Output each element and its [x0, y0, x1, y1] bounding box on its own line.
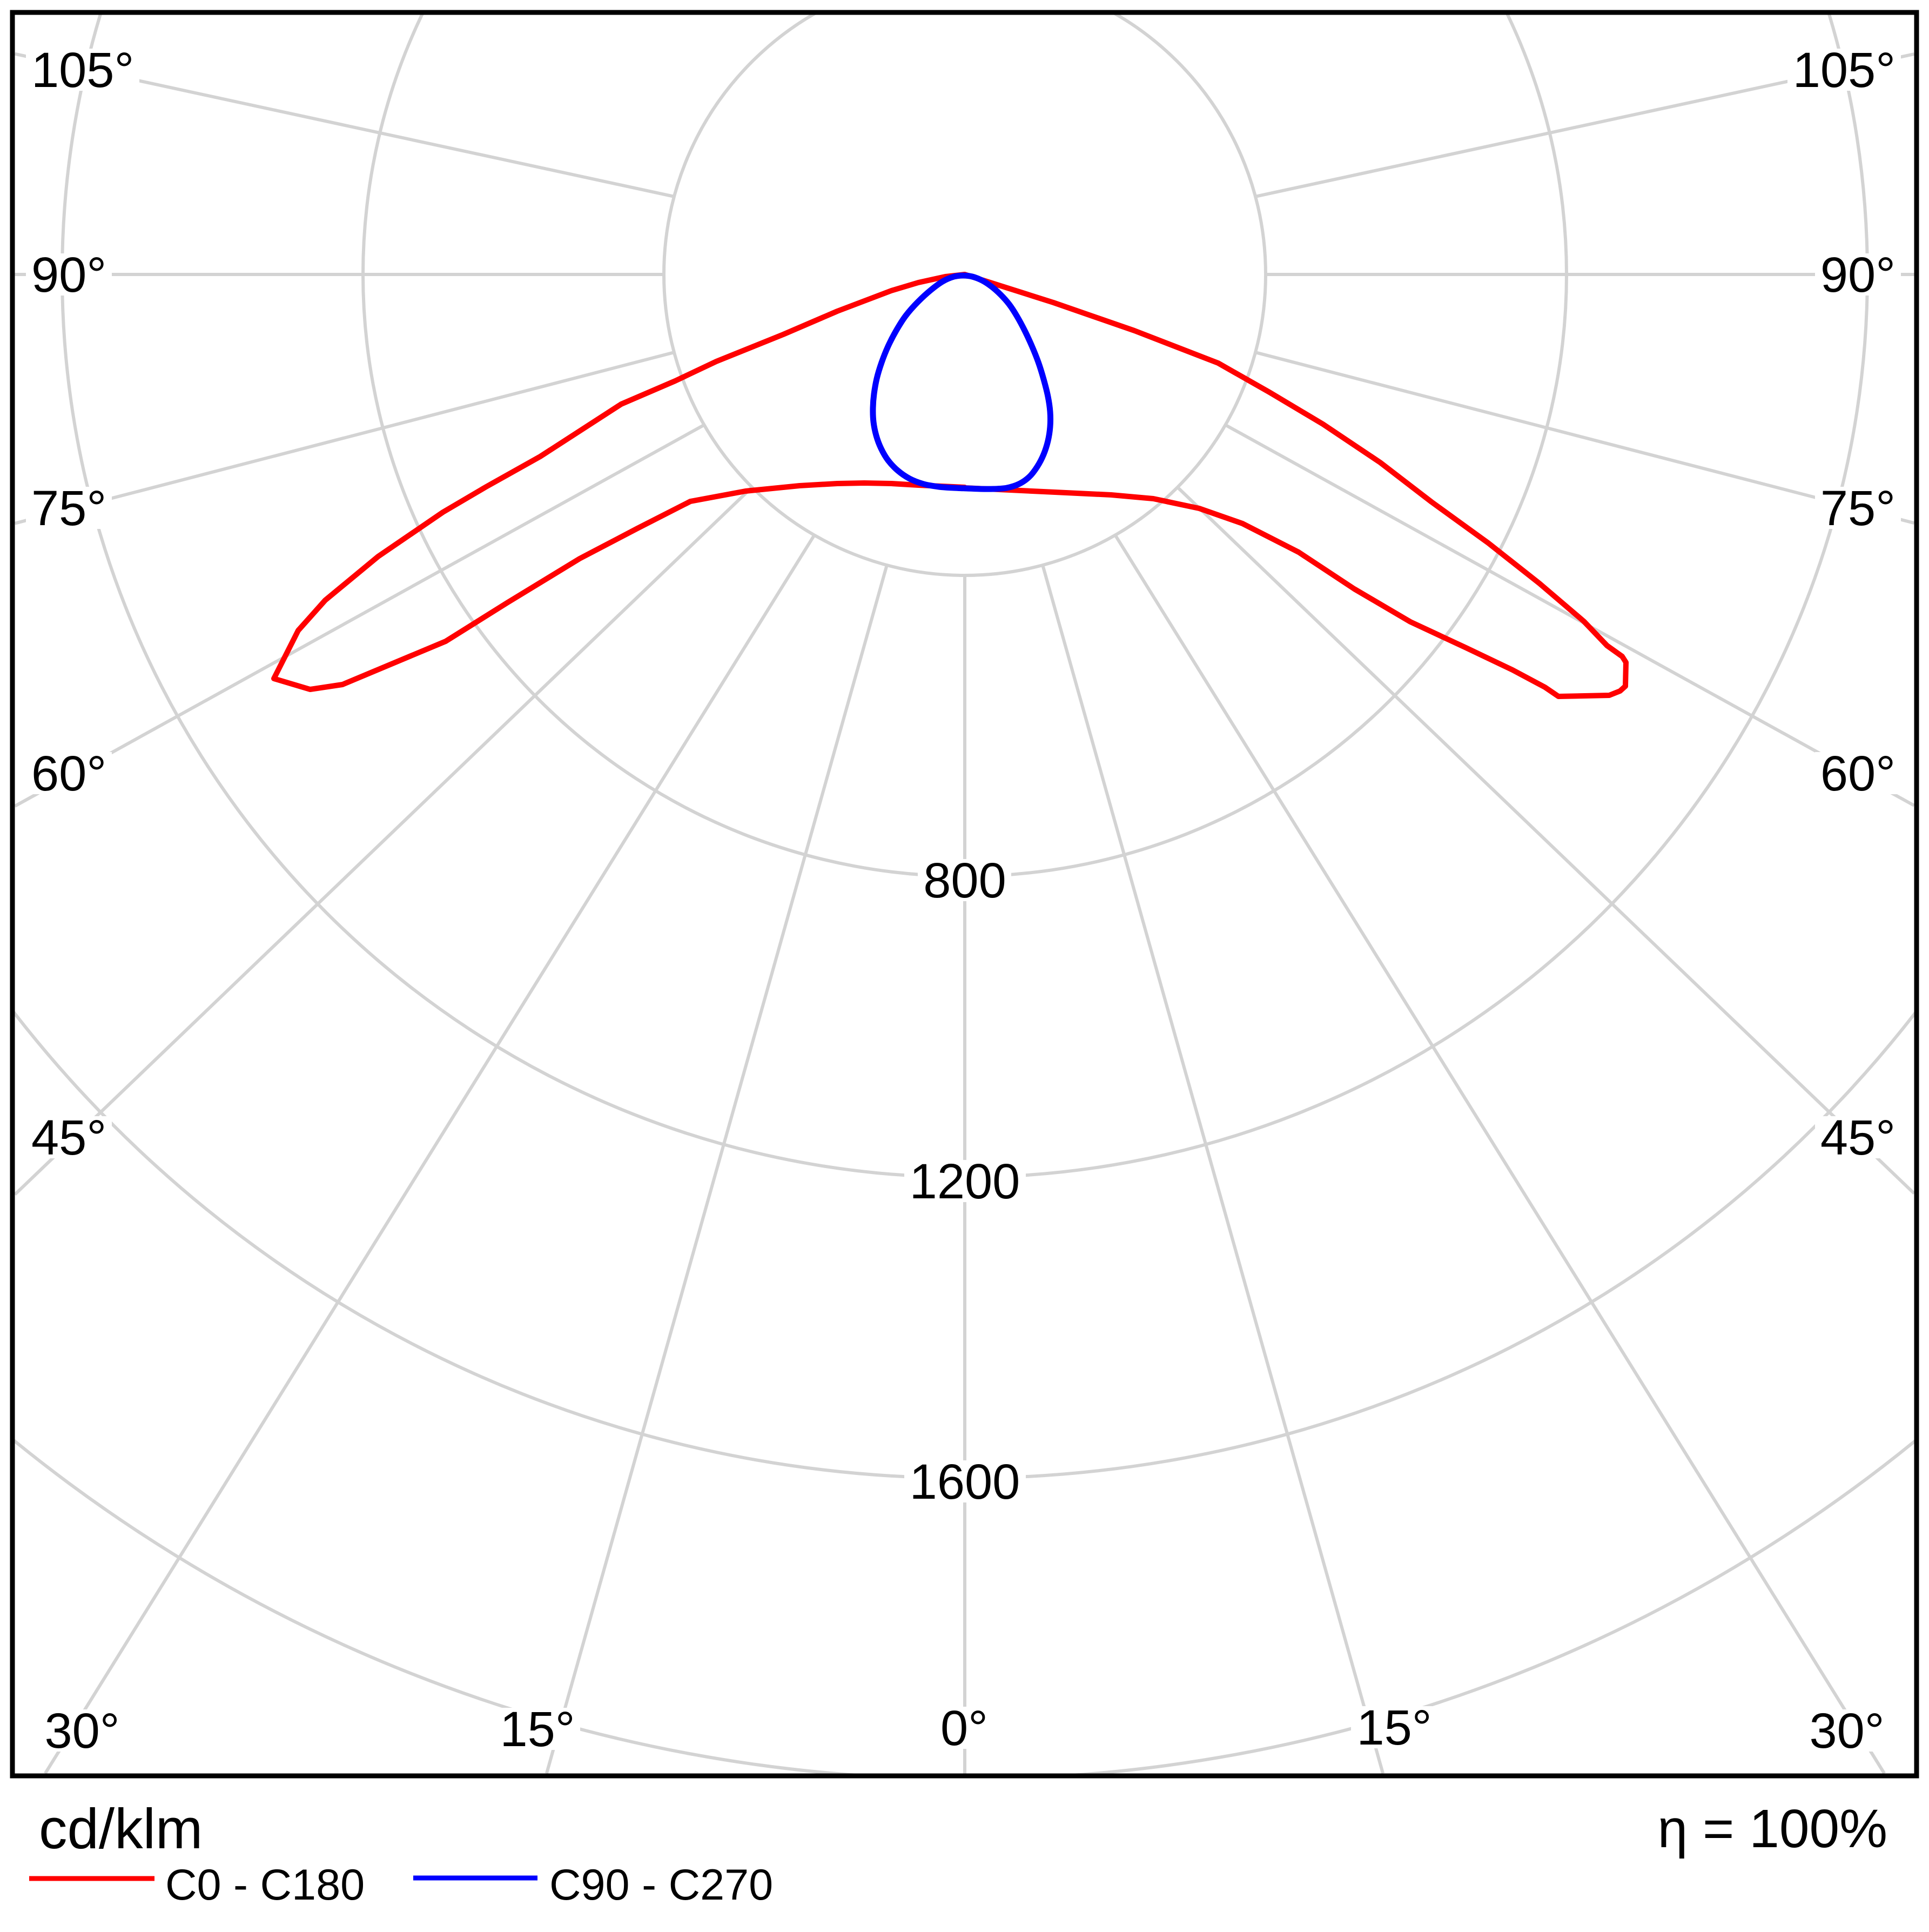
- svg-text:60°: 60°: [31, 746, 106, 801]
- svg-text:0°: 0°: [940, 1701, 988, 1756]
- svg-text:1600: 1600: [910, 1454, 1020, 1510]
- svg-text:cd/klm: cd/klm: [39, 1797, 203, 1861]
- svg-text:15°: 15°: [1356, 1700, 1431, 1755]
- svg-text:90°: 90°: [1820, 247, 1896, 303]
- svg-text:30°: 30°: [44, 1703, 119, 1759]
- svg-text:75°: 75°: [31, 481, 106, 536]
- svg-text:η = 100%: η = 100%: [1658, 1799, 1887, 1859]
- svg-text:60°: 60°: [1820, 746, 1896, 801]
- svg-text:C0 - C180: C0 - C180: [165, 1861, 365, 1909]
- svg-text:90°: 90°: [31, 247, 106, 303]
- svg-text:C90 - C270: C90 - C270: [549, 1861, 773, 1909]
- svg-text:105°: 105°: [31, 43, 134, 98]
- svg-text:45°: 45°: [1820, 1110, 1896, 1165]
- svg-text:75°: 75°: [1820, 481, 1896, 536]
- svg-text:15°: 15°: [500, 1702, 575, 1757]
- svg-text:105°: 105°: [1793, 43, 1896, 98]
- svg-text:45°: 45°: [31, 1110, 106, 1165]
- svg-text:30°: 30°: [1809, 1703, 1884, 1759]
- svg-text:800: 800: [923, 853, 1006, 908]
- svg-text:1200: 1200: [910, 1154, 1020, 1209]
